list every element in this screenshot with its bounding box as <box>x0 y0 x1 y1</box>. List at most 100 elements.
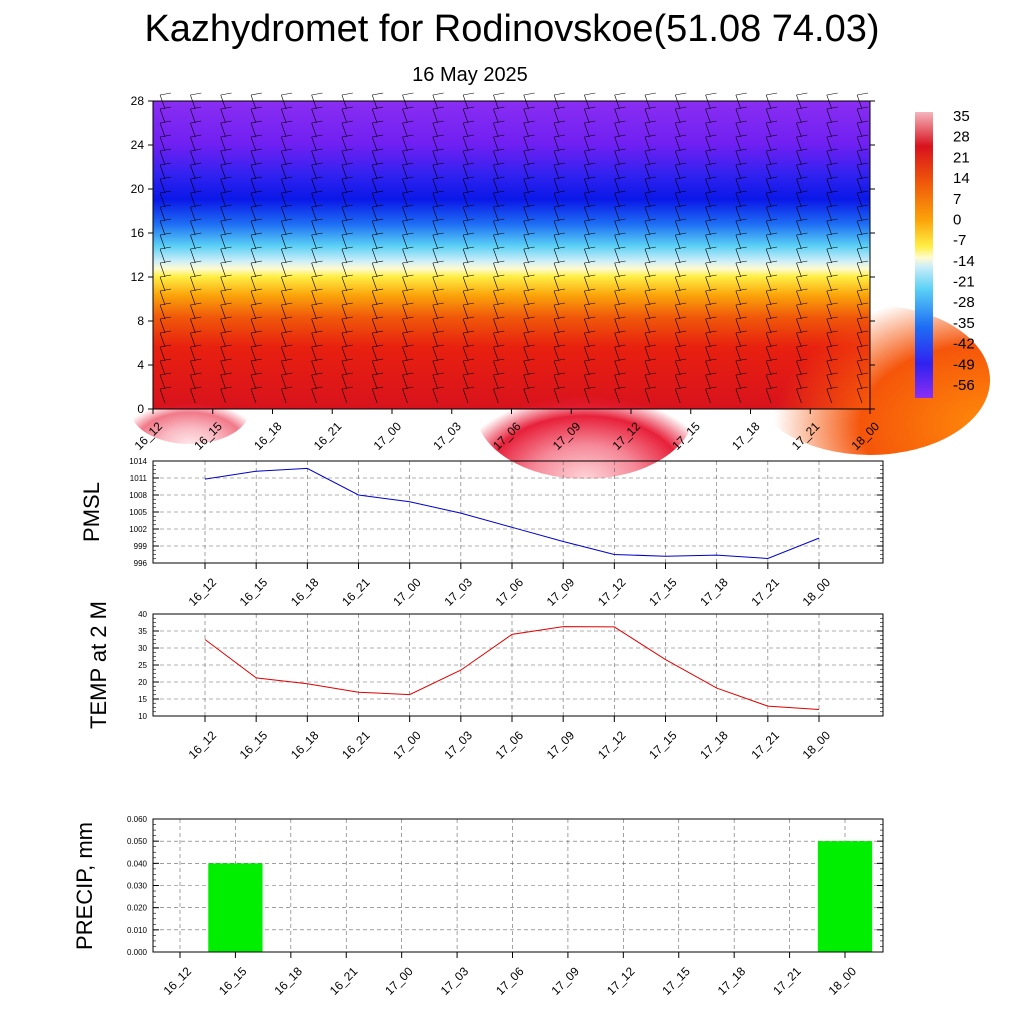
wind-barb <box>493 290 499 306</box>
wind-barb <box>159 346 166 362</box>
wind-barb-flag <box>735 288 747 292</box>
wind-barb <box>402 178 408 194</box>
wind-barb-flag <box>796 316 808 320</box>
wind-barb <box>826 388 832 404</box>
wind-barb-flag <box>220 232 232 236</box>
pmsl-line <box>204 467 820 560</box>
wind-barb-flag <box>554 386 566 390</box>
wind-barb-flag <box>281 134 293 138</box>
wind-barb <box>432 262 439 278</box>
wind-barb-flag <box>432 106 444 110</box>
wind-barb-flag <box>250 316 262 320</box>
wind-barb-flag <box>675 232 687 236</box>
wind-barb-flag <box>341 134 353 138</box>
wind-barb-flag <box>311 316 323 320</box>
wind-barb-flag <box>372 372 384 376</box>
wind-barb <box>735 234 742 250</box>
wind-barb-flag <box>644 106 656 110</box>
wind-barb-flag <box>796 386 808 390</box>
wind-barb <box>705 108 711 124</box>
wind-barb <box>493 262 499 278</box>
wind-barb <box>553 164 560 180</box>
wind-barb <box>796 94 802 110</box>
wind-barb <box>462 332 469 348</box>
pmsl-axis-label: PMSL <box>79 482 104 542</box>
x-tick-label: 16_12 <box>186 575 220 609</box>
wind-barb-flag <box>614 106 626 110</box>
wind-barb-flag <box>432 190 444 194</box>
wind-barb <box>584 206 590 222</box>
wind-barb-flag <box>675 134 687 138</box>
wind-barb <box>190 192 196 208</box>
wind-barb-flag <box>826 120 838 124</box>
x-tick-label: 17_15 <box>646 575 680 609</box>
wind-barb <box>523 388 529 404</box>
wind-barb <box>159 318 166 334</box>
wind-barb-flag <box>644 92 656 96</box>
x-tick-label: 16_12 <box>186 728 220 762</box>
wind-barb <box>765 94 772 110</box>
wind-barb-flag <box>826 134 838 138</box>
wind-barb <box>432 206 439 222</box>
wind-barb <box>644 374 651 390</box>
wind-barb-flag <box>160 134 172 138</box>
wind-barb <box>281 346 287 362</box>
wind-barb <box>159 304 166 320</box>
wind-barb-flag <box>341 316 353 320</box>
wind-barb-flag <box>432 274 444 278</box>
wind-barb <box>220 136 226 152</box>
wind-barb <box>614 248 620 264</box>
wind-barb-flag <box>372 204 384 208</box>
wind-barb-flag <box>463 302 475 306</box>
wind-barb-flag <box>614 260 626 264</box>
wind-barb <box>735 178 742 194</box>
wind-barb <box>159 248 166 264</box>
wind-barb-flag <box>220 386 232 390</box>
wind-barb-flag <box>766 330 778 334</box>
wind-barb-flag <box>614 358 626 362</box>
wind-barb-flag <box>857 106 869 110</box>
wind-barb <box>159 290 166 306</box>
wind-barb-flag <box>766 358 778 362</box>
wind-barb-flag <box>281 120 293 124</box>
wind-barb <box>674 192 681 208</box>
wind-barb <box>493 94 499 110</box>
wind-barb <box>402 290 408 306</box>
wind-barb-flag <box>281 190 293 194</box>
wind-barb <box>311 94 317 110</box>
wind-barb-flag <box>644 120 656 124</box>
wind-barb-flag <box>857 246 869 250</box>
wind-barb <box>432 178 439 194</box>
wind-barb <box>796 304 802 320</box>
wind-barb-flag <box>554 344 566 348</box>
wind-barb <box>341 150 348 166</box>
wind-barb-flag <box>554 316 566 320</box>
wind-barb-flag <box>857 288 869 292</box>
colorbar-label: -56 <box>953 377 975 394</box>
wind-barb-flag <box>766 316 778 320</box>
wind-barb-flag <box>220 344 232 348</box>
wind-barb <box>523 220 529 236</box>
wind-barb <box>311 164 317 180</box>
wind-barb <box>311 108 317 124</box>
wind-barb <box>432 346 439 362</box>
wind-barb-flag <box>341 190 353 194</box>
wind-barb <box>856 94 863 110</box>
wind-barb <box>402 304 408 320</box>
wind-barb <box>705 206 711 222</box>
x-tick-label: 17_18 <box>715 964 749 998</box>
wind-barb <box>159 94 166 110</box>
wind-barb <box>402 332 408 348</box>
wind-barb <box>159 360 166 376</box>
wind-barb <box>614 374 620 390</box>
wind-barb <box>371 136 378 152</box>
wind-barb <box>432 234 439 250</box>
wind-barb-flag <box>220 246 232 250</box>
wind-barb <box>796 178 802 194</box>
wind-barb <box>462 108 469 124</box>
wind-barb-flag <box>735 358 747 362</box>
wind-barb-flag <box>857 302 869 306</box>
wind-barb <box>250 290 257 306</box>
wind-barb <box>281 360 287 376</box>
wind-barb <box>584 150 590 166</box>
